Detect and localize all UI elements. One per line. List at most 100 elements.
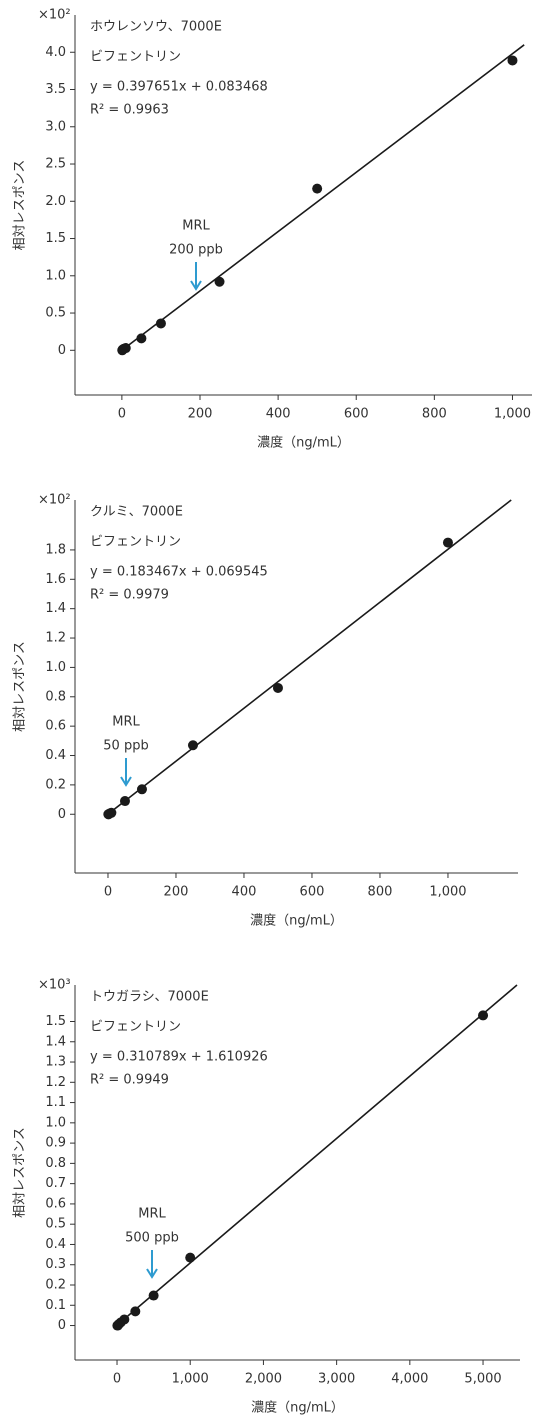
x-tick-label: 800 — [368, 885, 393, 900]
point — [136, 784, 147, 795]
y-tick-label: 0.6 — [45, 719, 66, 734]
point — [119, 1314, 130, 1325]
point — [130, 1306, 141, 1317]
x-tick-label: 3,000 — [318, 1372, 355, 1387]
point — [478, 1010, 489, 1021]
chart-title: クルミ、7000E — [90, 505, 183, 520]
mrl-arrowhead — [146, 1268, 158, 1279]
point — [187, 740, 198, 751]
y-axis-label: 相対レスポンス — [13, 160, 28, 251]
mrl-arrowhead — [120, 776, 132, 787]
x-tick-label: 200 — [188, 407, 213, 422]
x-tick-label: 0 — [113, 1372, 121, 1387]
point — [185, 1252, 196, 1263]
x-tick-label: 800 — [422, 407, 447, 422]
y-tick-label: 0.7 — [45, 1176, 66, 1191]
point — [136, 333, 147, 344]
x-tick-label: 600 — [300, 885, 325, 900]
y-tick-label: 4.0 — [45, 45, 66, 60]
y-tick-label: 0.2 — [45, 1278, 66, 1293]
point — [119, 796, 130, 807]
y-tick-label: 1.4 — [45, 1034, 66, 1049]
y-tick-label: 0 — [58, 1318, 66, 1333]
chart-title: ホウレンソウ、7000E — [90, 20, 222, 35]
x-tick-label: 1,000 — [494, 407, 531, 422]
y-tick-label: 3.5 — [45, 82, 66, 97]
chart-subtitle: ビフェントリン — [90, 535, 181, 550]
fit-line — [107, 499, 512, 815]
y-tick-label: 0 — [58, 807, 66, 822]
chart-subtitle: ビフェントリン — [90, 50, 181, 65]
mrl-label: 200 ppb — [169, 243, 223, 258]
mrl-label: 50 ppb — [103, 739, 148, 754]
y-tick-label: 3.0 — [45, 119, 66, 134]
x-tick-label: 1,000 — [172, 1372, 209, 1387]
y-tick-label: 1.0 — [45, 268, 66, 283]
y-tick-label: 1.2 — [45, 631, 66, 646]
y-tick-label: 1.5 — [45, 1014, 66, 1029]
y-tick-label: 0.9 — [45, 1136, 66, 1151]
y-tick-label: 0.5 — [45, 1217, 66, 1232]
mrl-label: MRL — [138, 1207, 166, 1222]
y-tick-label: 1.2 — [45, 1075, 66, 1090]
y-tick-label: 1.1 — [45, 1095, 66, 1110]
axis-multiplier: ×10² — [38, 493, 71, 508]
y-tick-label: 0.8 — [45, 689, 66, 704]
x-tick-label: 5,000 — [464, 1372, 501, 1387]
point — [106, 807, 117, 818]
annotation: R² = 0.9949 — [90, 1073, 169, 1088]
annotation: y = 0.183467x + 0.069545 — [90, 565, 268, 580]
x-axis-label: 濃度（ng/mL） — [257, 435, 350, 451]
x-tick-label: 400 — [266, 407, 291, 422]
x-tick-label: 200 — [164, 885, 189, 900]
chart: 0 0.1 0.2 0.3 0.4 0.5 0.6 0.7 0.8 0.9 1.0 1.1 1.2 1.3… — [13, 978, 520, 1416]
chart: 0 0.2 0.4 0.6 0.8 1.0 1.2 1.4 1.6 1.8 0 200 400 600 80… — [13, 493, 518, 929]
point — [507, 55, 518, 66]
y-axis-label: 相対レスポンス — [13, 641, 28, 732]
mrl-label: 500 ppb — [125, 1231, 179, 1246]
annotation: y = 0.397651x + 0.083468 — [90, 80, 268, 95]
mrl-label: MRL — [112, 715, 140, 730]
y-tick-label: 0.4 — [45, 748, 66, 763]
chart: 0 0.5 1.0 1.5 2.0 2.5 3.0 3.5 4.0 0 200 400 600 800 1,… — [13, 8, 532, 451]
axis-multiplier: ×10³ — [38, 978, 71, 993]
point — [442, 537, 453, 548]
x-axis-label: 濃度（ng/mL） — [250, 913, 343, 929]
y-tick-label: 0.2 — [45, 777, 66, 792]
y-tick-label: 1.4 — [45, 601, 66, 616]
point — [120, 343, 131, 354]
point — [155, 318, 166, 329]
point — [272, 682, 283, 693]
mrl-label: MRL — [182, 219, 210, 234]
chart-title: トウガラシ、7000E — [90, 990, 209, 1005]
point — [214, 276, 225, 287]
x-tick-label: 0 — [104, 885, 112, 900]
fit-line — [116, 984, 518, 1326]
x-tick-label: 2,000 — [245, 1372, 282, 1387]
annotation: R² = 0.9979 — [90, 588, 169, 603]
y-tick-label: 1.8 — [45, 542, 66, 557]
annotation: R² = 0.9963 — [90, 103, 169, 118]
y-axis-label: 相対レスポンス — [13, 1127, 28, 1218]
y-tick-label: 0.3 — [45, 1257, 66, 1272]
y-tick-label: 0.4 — [45, 1237, 66, 1252]
y-tick-label: 0.6 — [45, 1196, 66, 1211]
point — [312, 183, 323, 194]
point — [148, 1290, 159, 1301]
y-tick-label: 0.1 — [45, 1298, 66, 1313]
x-tick-label: 4,000 — [391, 1372, 428, 1387]
axis-multiplier: ×10² — [38, 8, 71, 23]
x-tick-label: 600 — [344, 407, 369, 422]
y-tick-label: 2.0 — [45, 194, 66, 209]
y-tick-label: 2.5 — [45, 157, 66, 172]
y-tick-label: 1.0 — [45, 660, 66, 675]
x-tick-label: 0 — [118, 407, 126, 422]
mrl-arrowhead — [190, 280, 202, 291]
y-tick-label: 1.0 — [45, 1115, 66, 1130]
y-tick-label: 0.8 — [45, 1156, 66, 1171]
x-tick-label: 1,000 — [429, 885, 466, 900]
x-tick-label: 400 — [232, 885, 257, 900]
y-tick-label: 1.5 — [45, 231, 66, 246]
